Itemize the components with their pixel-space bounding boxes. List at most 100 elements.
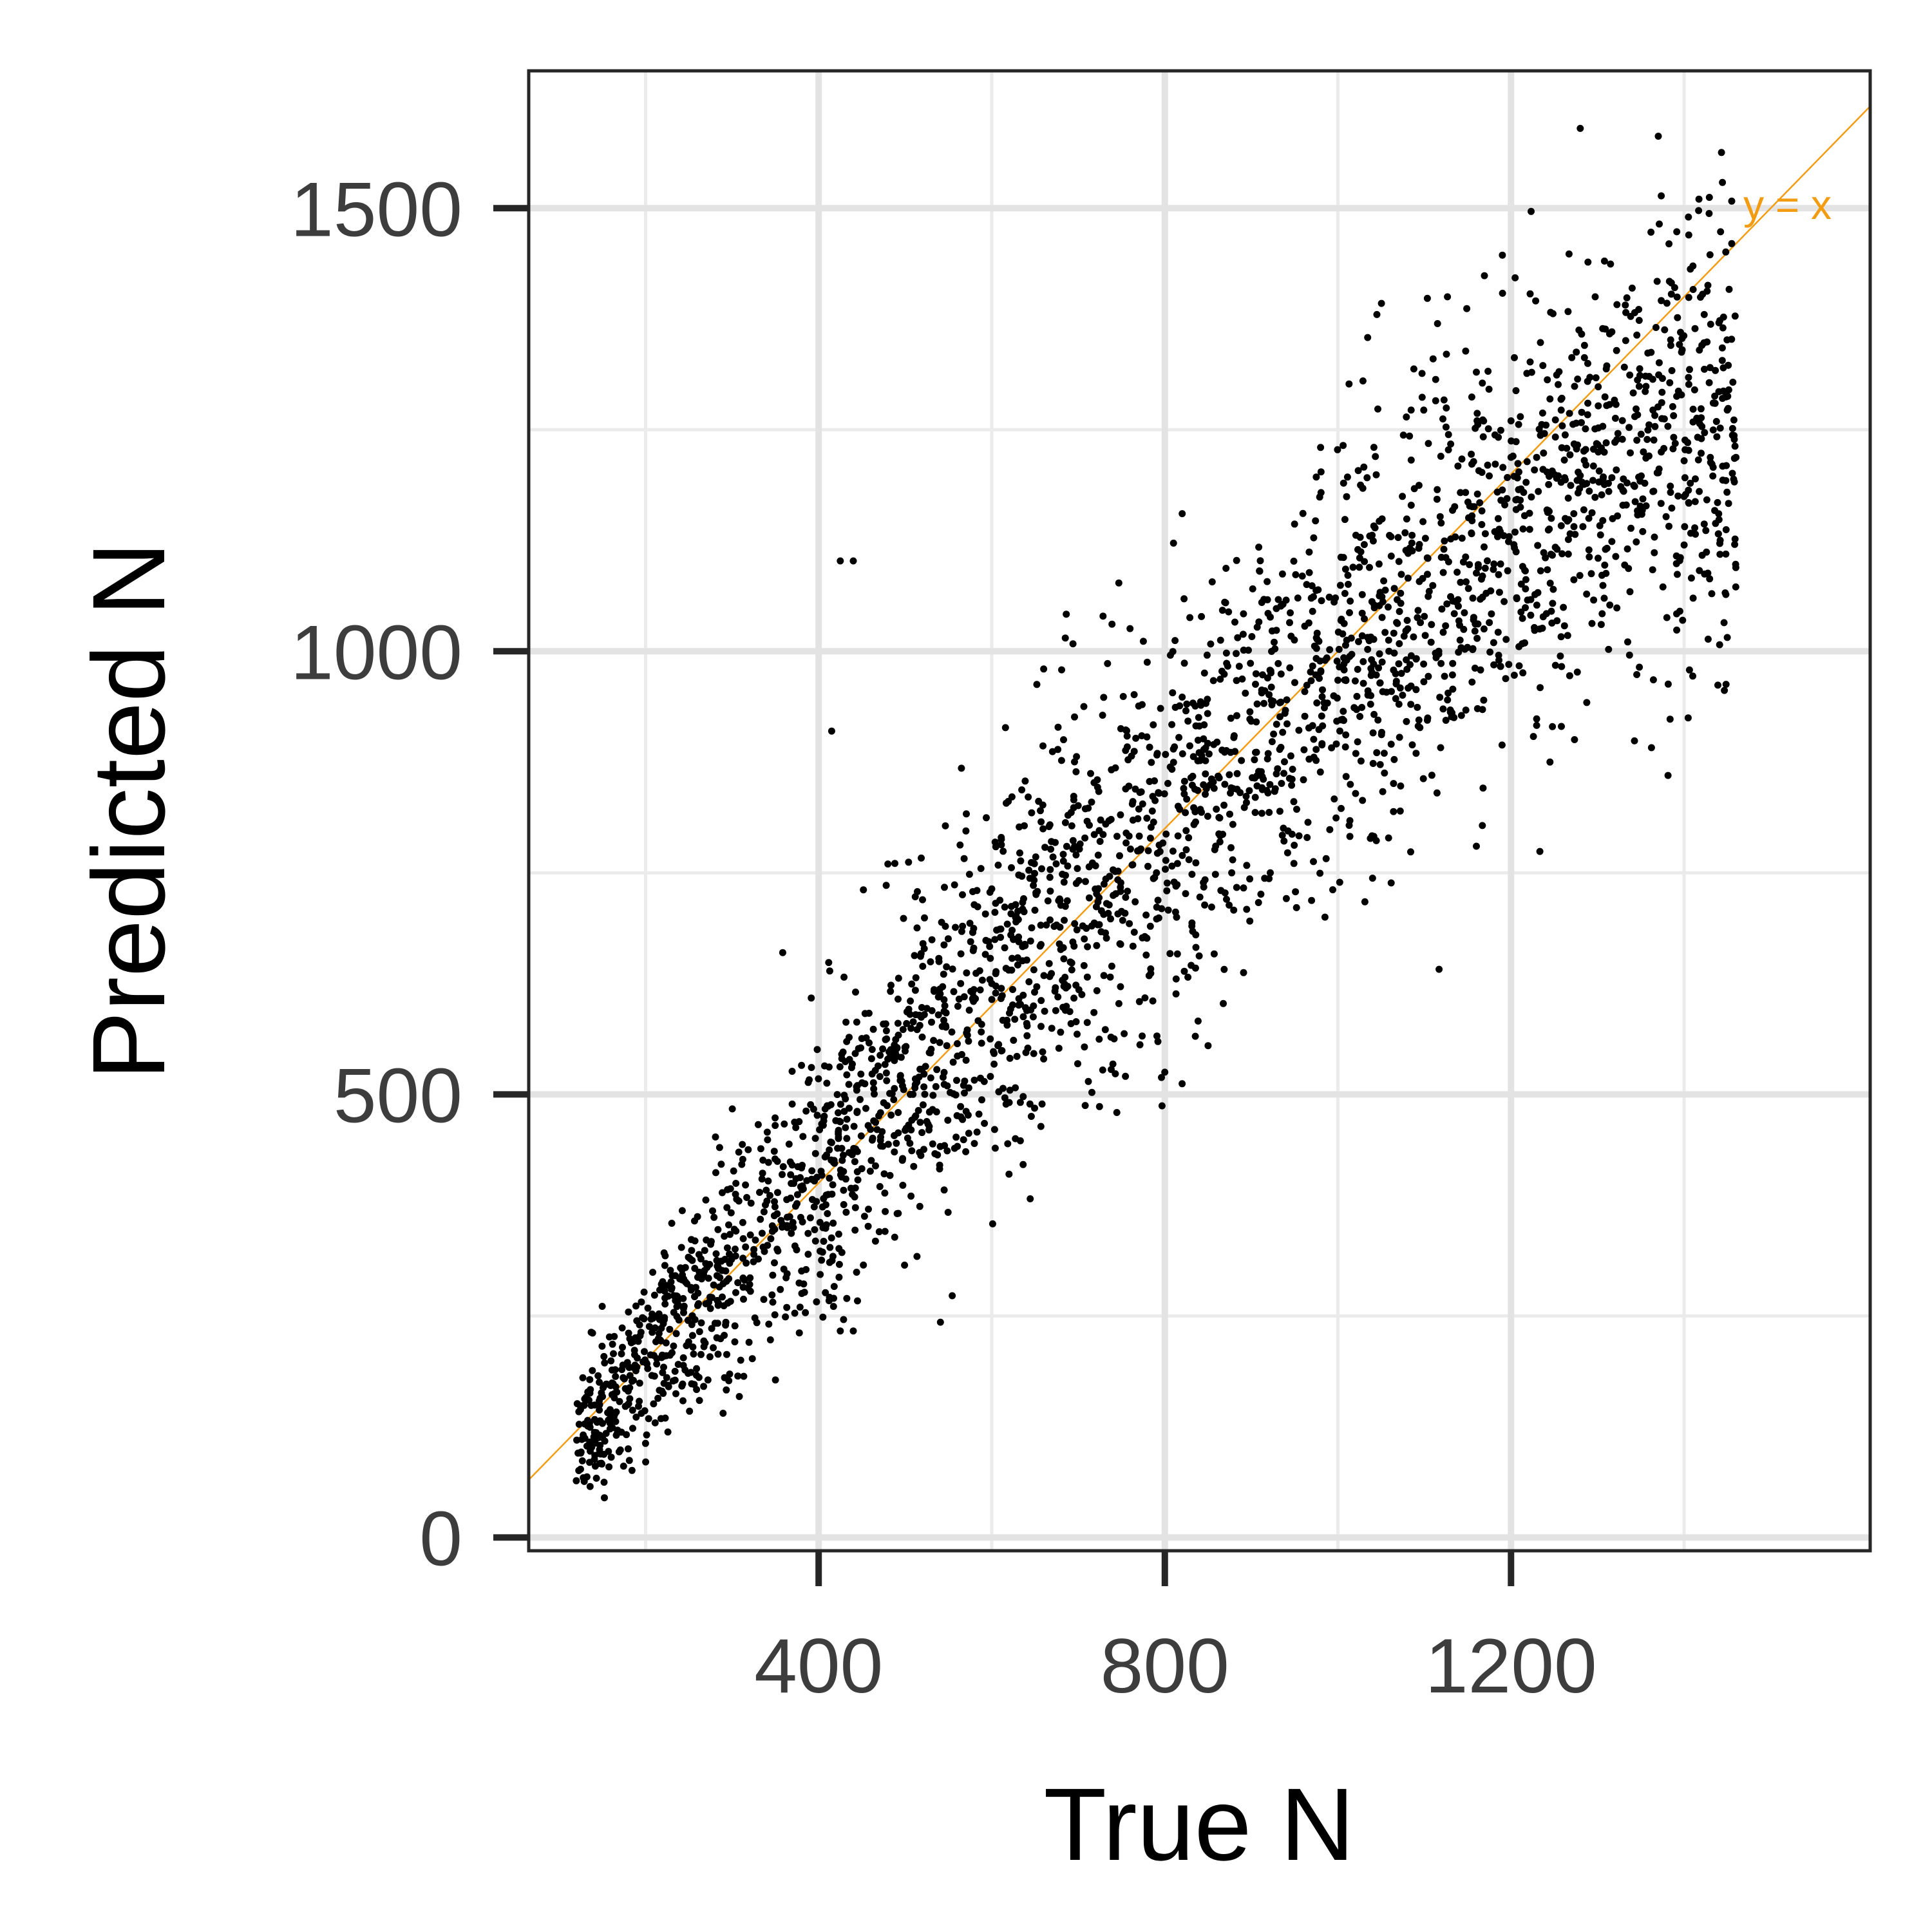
data-point: [837, 1327, 844, 1335]
data-point: [1706, 575, 1714, 583]
data-point: [858, 1079, 866, 1086]
data-point: [1220, 801, 1228, 809]
data-point: [802, 1265, 810, 1273]
data-point: [678, 1382, 686, 1390]
data-point: [1548, 620, 1556, 627]
data-point: [732, 1289, 739, 1296]
data-point: [1442, 717, 1450, 724]
data-point: [826, 1146, 833, 1154]
data-point: [1271, 785, 1279, 793]
data-point: [1346, 652, 1354, 660]
data-point: [1242, 689, 1249, 697]
data-point: [1143, 733, 1151, 741]
data-point: [1104, 659, 1112, 667]
data-point: [854, 1176, 862, 1184]
data-point: [1220, 999, 1227, 1007]
data-point: [1407, 701, 1415, 708]
data-point: [1508, 437, 1515, 445]
data-point: [1341, 565, 1349, 573]
data-point: [1390, 667, 1397, 674]
data-point: [796, 1303, 804, 1311]
data-point: [1050, 923, 1058, 930]
data-point: [1303, 581, 1311, 589]
data-point: [600, 1352, 608, 1360]
data-point: [1553, 475, 1560, 482]
data-point: [808, 1175, 815, 1183]
data-point: [1163, 879, 1171, 887]
data-point: [886, 1090, 894, 1097]
data-point: [638, 1298, 645, 1306]
data-point: [1462, 347, 1470, 355]
data-point: [1356, 564, 1363, 571]
data-point: [1195, 722, 1203, 730]
data-point: [1582, 446, 1589, 453]
data-point: [1291, 842, 1298, 849]
data-point: [1277, 698, 1285, 706]
data-point: [1075, 876, 1083, 884]
data-point: [871, 1237, 879, 1245]
data-point: [813, 1112, 821, 1119]
data-point: [1188, 871, 1196, 878]
data-point: [987, 1035, 994, 1043]
data-point: [578, 1457, 586, 1464]
data-point: [1163, 887, 1171, 895]
data-point: [1358, 632, 1366, 639]
data-point: [1061, 902, 1069, 910]
data-point: [1037, 1023, 1045, 1030]
data-point: [1473, 569, 1480, 577]
data-point: [1484, 425, 1492, 433]
data-point: [783, 1270, 791, 1278]
data-point: [1317, 668, 1325, 676]
data-point: [740, 1295, 747, 1303]
data-point: [911, 1084, 919, 1092]
data-point: [1155, 789, 1162, 797]
data-point: [1155, 914, 1162, 922]
data-point: [1283, 720, 1291, 728]
data-point: [907, 997, 914, 1005]
data-point: [1472, 424, 1479, 432]
data-point: [1150, 721, 1157, 728]
data-point: [1113, 833, 1121, 840]
data-point: [689, 1343, 697, 1351]
data-point: [1043, 921, 1050, 929]
data-point: [1520, 489, 1528, 497]
data-point: [1334, 446, 1341, 453]
data-point: [951, 881, 958, 889]
data-point: [799, 1185, 807, 1193]
data-point: [940, 1186, 948, 1194]
data-point: [1255, 899, 1262, 906]
data-point: [1452, 533, 1459, 541]
data-point: [1205, 750, 1213, 758]
data-point: [1548, 515, 1555, 522]
data-point: [1139, 701, 1146, 708]
data-point: [1184, 717, 1192, 725]
data-point: [976, 986, 984, 994]
data-point: [1667, 482, 1674, 490]
data-point: [851, 1050, 859, 1057]
data-point: [1573, 668, 1581, 676]
data-point: [1451, 503, 1459, 511]
data-point: [732, 1252, 739, 1260]
data-point: [1689, 672, 1696, 680]
data-point: [1573, 348, 1580, 356]
data-point: [1071, 920, 1079, 927]
data-point: [992, 843, 999, 851]
data-point: [1144, 847, 1152, 855]
data-point: [954, 1142, 961, 1150]
data-point: [1666, 715, 1674, 723]
data-point: [1265, 809, 1273, 816]
data-point: [1475, 564, 1482, 571]
data-point: [1353, 692, 1361, 700]
data-point: [1319, 686, 1326, 694]
data-point: [965, 1037, 972, 1045]
data-point: [1717, 228, 1725, 236]
data-point: [1649, 676, 1657, 684]
data-point: [1238, 675, 1246, 683]
data-point: [1397, 670, 1405, 677]
data-point: [1346, 609, 1353, 616]
data-point: [1649, 566, 1656, 574]
data-point: [1328, 744, 1336, 752]
data-point: [1349, 564, 1357, 571]
data-point: [835, 1126, 842, 1134]
data-point: [1417, 619, 1425, 627]
